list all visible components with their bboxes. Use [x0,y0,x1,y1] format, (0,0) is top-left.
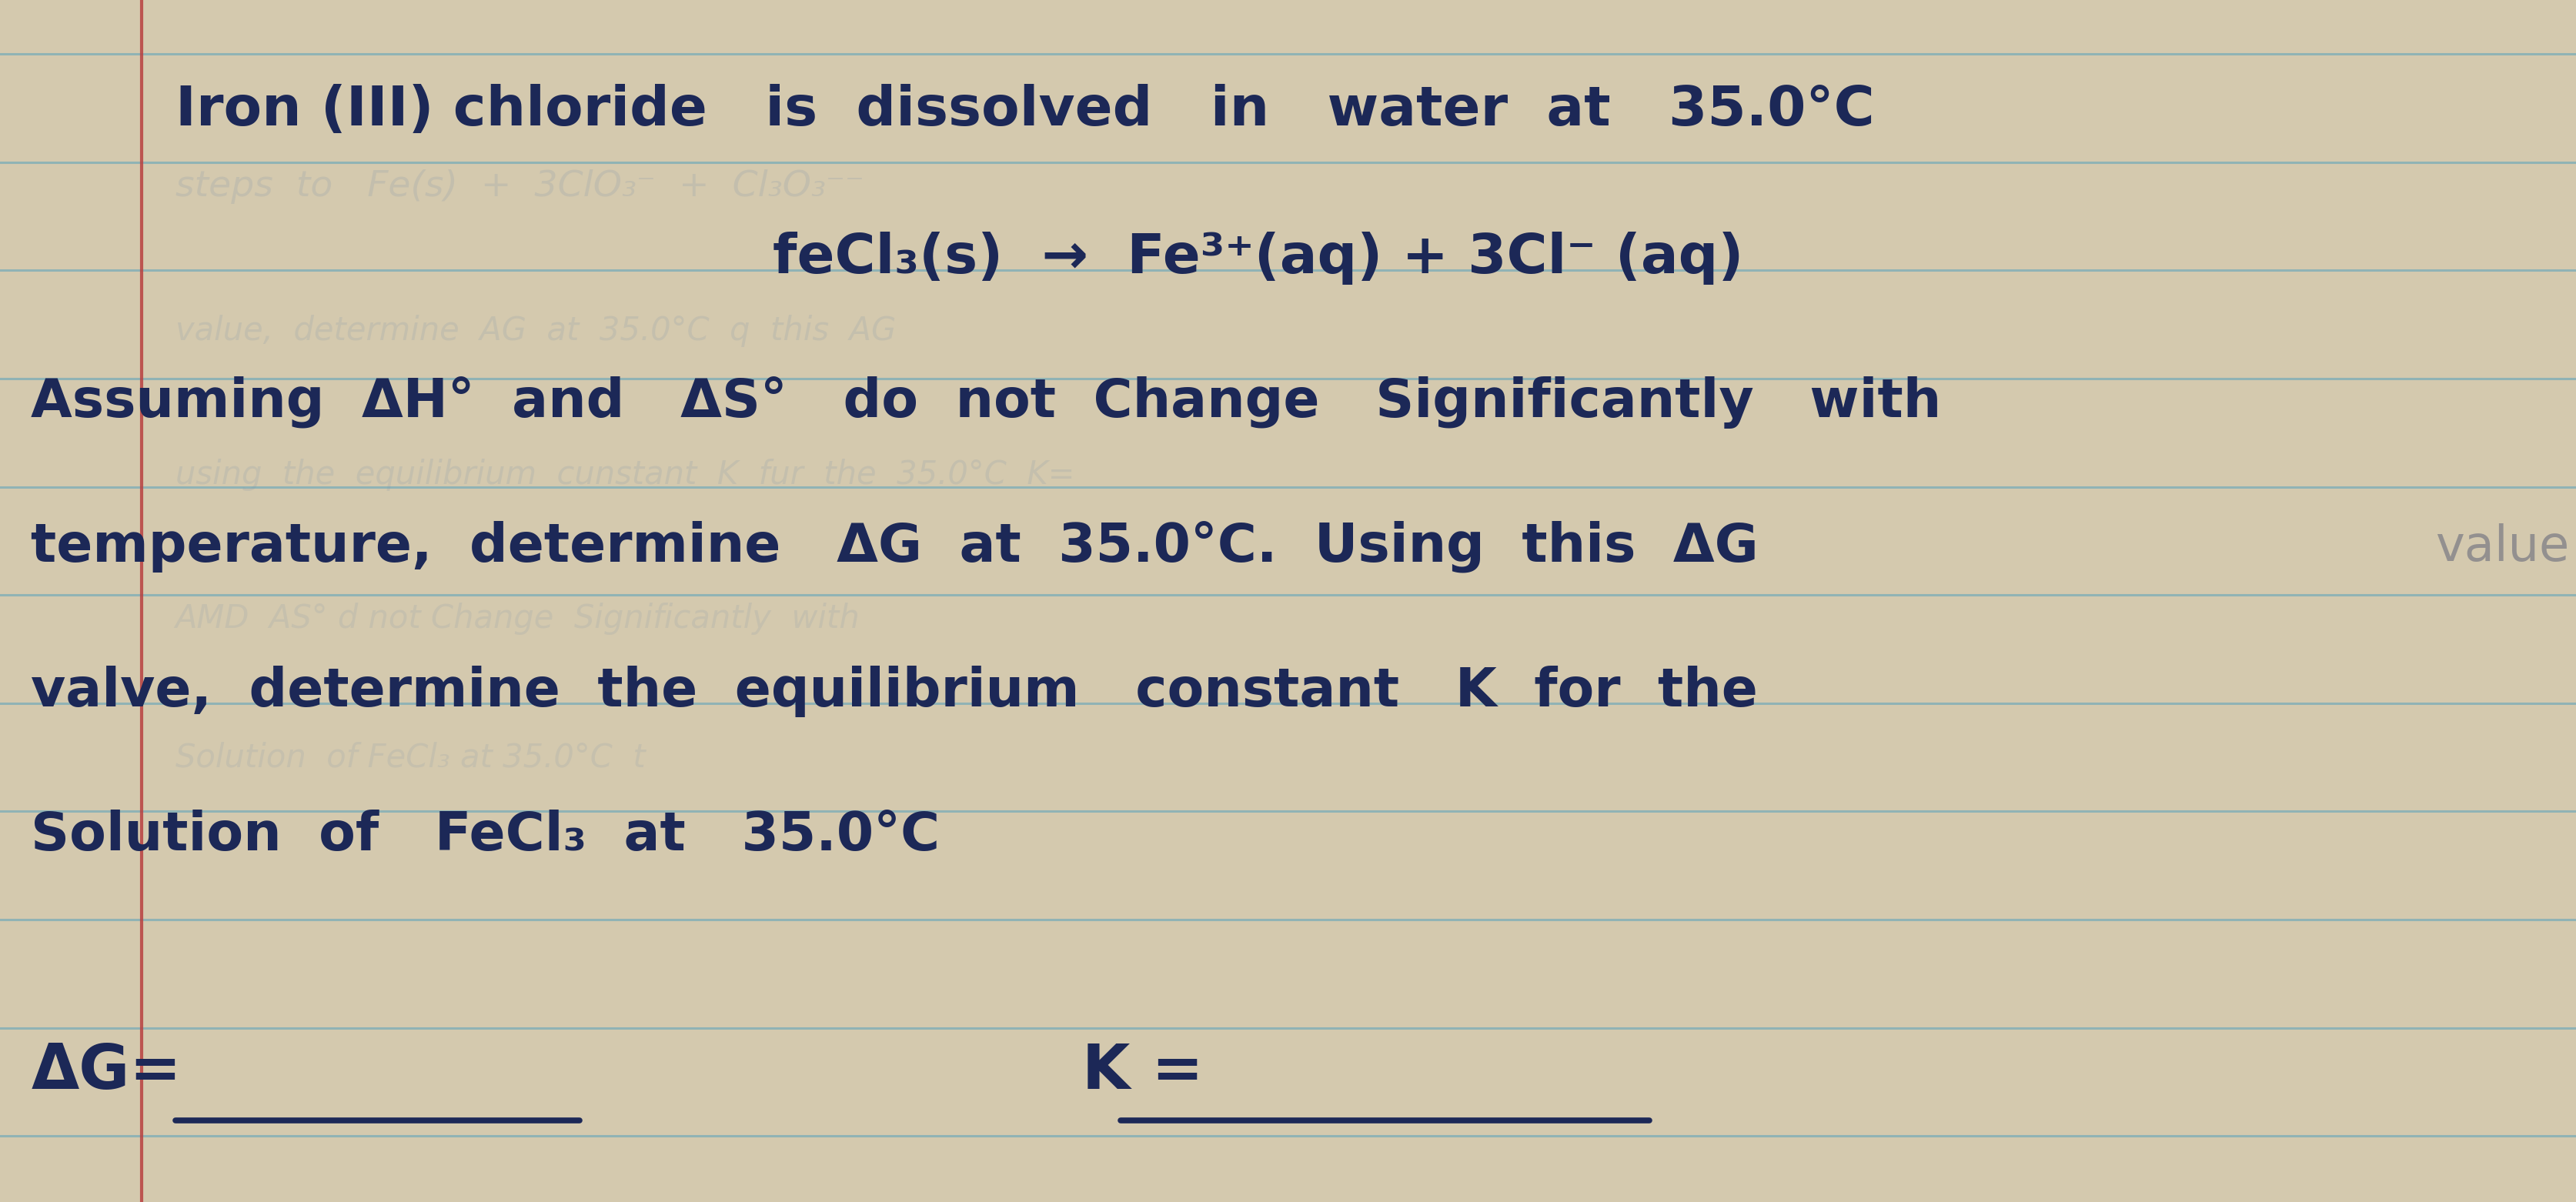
Text: Assuming  ΔH°  and   ΔS°   do  not  Change   Significantly   with: Assuming ΔH° and ΔS° do not Change Signi… [31,376,1940,429]
Text: valve,  determine  the  equilibrium   constant   K  for  the: valve, determine the equilibrium constan… [31,666,1757,716]
Text: Solution  of   FeCl₃  at   35.0°C: Solution of FeCl₃ at 35.0°C [31,810,940,861]
Text: using  the  equilibrium  cunstant  K  fur  the  35.0°C  K=: using the equilibrium cunstant K fur the… [175,459,1074,490]
Text: K =: K = [1082,1042,1203,1102]
Text: Solution  of FeCl₃ at 35.0°C  t: Solution of FeCl₃ at 35.0°C t [175,742,644,773]
Text: steps  to   Fe(s)  +  3ClO₃⁻  +  Cl₃O₃⁻⁻: steps to Fe(s) + 3ClO₃⁻ + Cl₃O₃⁻⁻ [175,169,863,203]
Text: temperature,  determine   ΔG  at  35.0°C.  Using  this  ΔG: temperature, determine ΔG at 35.0°C. Usi… [31,520,1757,573]
Text: feCl₃(s)  →  Fe³⁺(aq) + 3Cl⁻ (aq): feCl₃(s) → Fe³⁺(aq) + 3Cl⁻ (aq) [773,232,1744,285]
Text: Iron (III) chloride   is  dissolved   in   water  at   35.0°C: Iron (III) chloride is dissolved in wate… [175,84,1873,137]
Text: AMD  AS° d not Change  Significantly  with: AMD AS° d not Change Significantly with [175,603,860,635]
Text: ΔG=: ΔG= [31,1042,180,1102]
Text: value,  determine  AG  at  35.0°C  q  this  AG: value, determine AG at 35.0°C q this AG [175,315,896,346]
Text: value: value [2434,523,2568,571]
